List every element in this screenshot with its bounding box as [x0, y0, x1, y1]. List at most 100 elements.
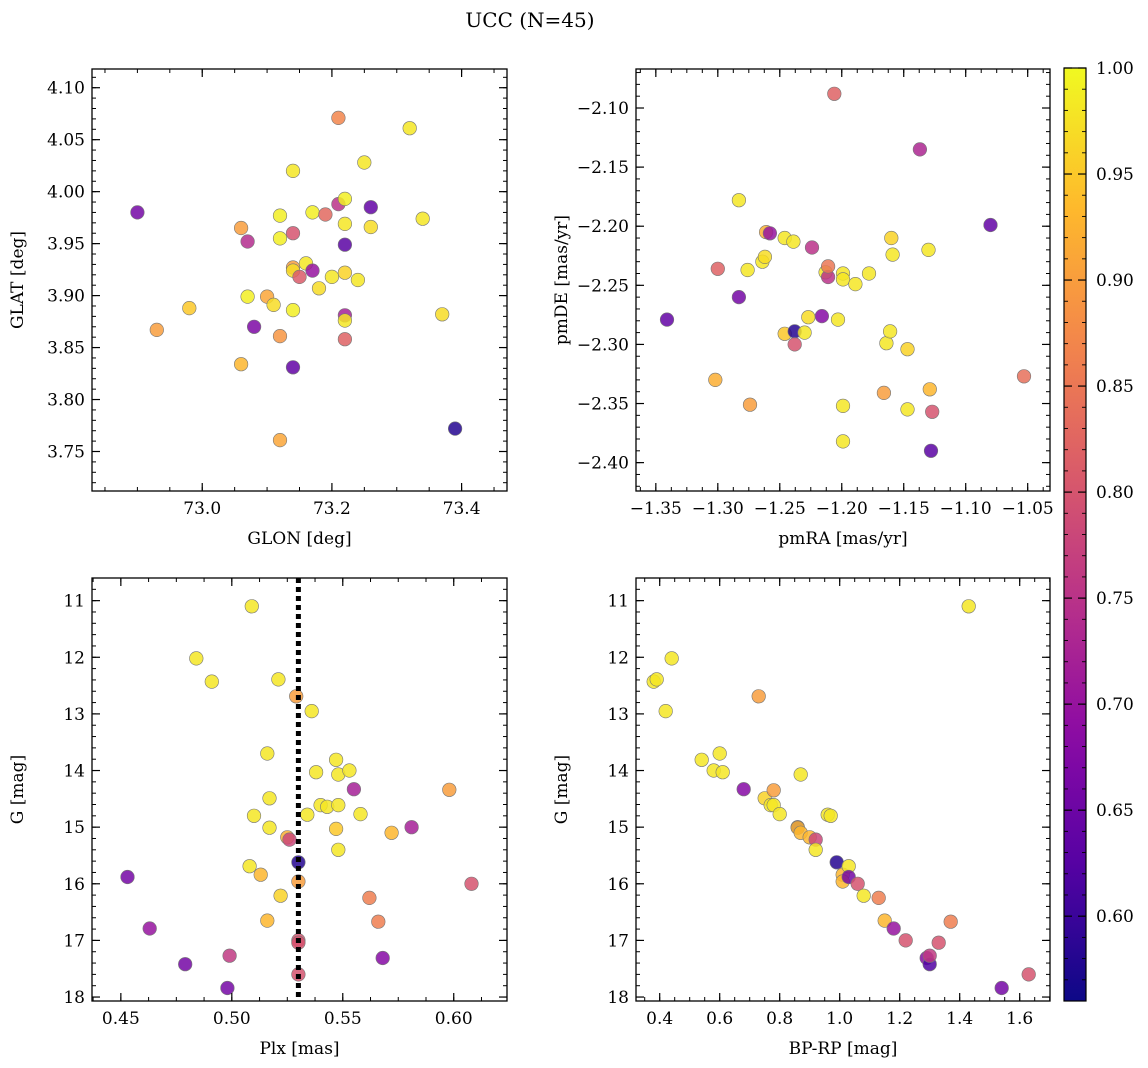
x-tick-label: 73.2 [313, 499, 351, 519]
data-point [285, 226, 301, 241]
data-point [922, 382, 937, 397]
data-point [142, 921, 157, 936]
data-point [787, 337, 802, 352]
data-point [262, 820, 277, 835]
data-point [886, 921, 901, 936]
data-point [829, 855, 844, 870]
data-point [442, 782, 457, 797]
data-point [222, 948, 237, 963]
data-point [357, 155, 372, 170]
y-tick-label: 14 [63, 762, 85, 782]
data-point [983, 217, 998, 233]
y-tick-label: −2.35 [577, 395, 629, 415]
y-axis-label: GLAT [deg] [8, 231, 28, 329]
data-point [876, 385, 892, 401]
data-point [1021, 967, 1036, 982]
x-tick-label: −1.10 [940, 499, 992, 519]
data-point [664, 651, 679, 666]
axes-frame [635, 68, 1051, 492]
data-point [247, 319, 262, 334]
x-tick-label: 73.4 [443, 499, 481, 519]
data-point [649, 672, 664, 687]
y-tick-label: 14 [607, 762, 629, 782]
y-tick-label: 12 [607, 648, 629, 668]
data-point [659, 312, 675, 327]
data-point [242, 859, 257, 874]
data-point [130, 205, 145, 220]
data-point [260, 746, 275, 761]
data-point [309, 765, 324, 780]
x-tick-label: −1.35 [630, 499, 682, 519]
data-point [346, 782, 362, 797]
points [646, 599, 1036, 996]
data-point [371, 914, 386, 929]
axes-frame [91, 577, 508, 1002]
y-tick-label: −2.15 [577, 158, 629, 178]
data-point [823, 808, 838, 823]
colorbar-tick-label: 0.85 [1096, 377, 1134, 397]
data-point [1016, 369, 1032, 384]
y-tick-label: 3.75 [47, 443, 85, 463]
data-point [884, 230, 899, 246]
y-tick-label: 3.90 [47, 287, 85, 307]
y-tick-label: 13 [607, 705, 629, 725]
data-point [923, 443, 939, 458]
data-point [331, 797, 346, 813]
x-tick-label: −1.25 [754, 499, 806, 519]
data-point [712, 746, 727, 761]
data-point [801, 310, 816, 325]
data-point [808, 842, 823, 857]
data-point [304, 703, 319, 719]
x-tick-label: 73.0 [183, 499, 221, 519]
y-tick-label: 15 [63, 818, 85, 838]
colorbar-tick-label: 1.00 [1096, 59, 1134, 79]
data-point [189, 651, 204, 666]
panel-plx-g: 0.45 0.50 0.55 0.60 11 12 13 14 15 16 17 18 Plx [mas… [8, 577, 508, 1059]
x-axis-label: pmRA [mas/yr] [778, 529, 907, 549]
data-point [994, 980, 1009, 996]
data-point [246, 808, 262, 823]
data-point [362, 890, 377, 906]
data-point [272, 231, 288, 246]
colorbar-tick-label: 0.80 [1096, 483, 1134, 503]
data-point [804, 240, 820, 255]
y-axis-label: pmDE [mas/yr] [552, 215, 572, 345]
data-point [871, 890, 886, 906]
data-point [882, 324, 898, 339]
data-point [305, 205, 320, 220]
x-tick-label: 0.60 [435, 1009, 473, 1029]
data-point [793, 767, 808, 782]
y-tick-label: 12 [63, 648, 85, 668]
data-point [234, 220, 249, 236]
data-point [797, 325, 812, 340]
data-point [282, 832, 297, 847]
data-point [182, 301, 197, 316]
data-point [766, 783, 781, 798]
x-tick-label: 1.6 [1006, 1009, 1033, 1029]
data-point [337, 313, 353, 328]
data-point [331, 110, 346, 125]
data-point [353, 806, 368, 822]
y-tick-label: 16 [607, 875, 629, 895]
data-point [898, 933, 913, 948]
x-tick-label: 1.4 [946, 1009, 973, 1029]
data-point [337, 191, 353, 206]
data-point [925, 404, 940, 419]
data-point [285, 303, 301, 318]
y-tick-label: 11 [63, 592, 85, 612]
figure-title: UCC (N=45) [465, 8, 594, 32]
data-point [337, 332, 353, 347]
data-point [708, 372, 723, 388]
data-point [240, 234, 255, 249]
data-point [464, 876, 479, 891]
y-tick-label: 4.10 [47, 79, 85, 99]
y-axis-label: G [mag] [552, 755, 572, 824]
y-tick-label: 3.95 [47, 235, 85, 255]
x-axis-label: Plx [mas] [259, 1039, 339, 1059]
data-point [751, 689, 766, 704]
data-point [900, 342, 915, 357]
data-point [305, 263, 320, 278]
data-point [337, 237, 353, 252]
data-point [710, 261, 725, 276]
data-point [404, 820, 419, 835]
